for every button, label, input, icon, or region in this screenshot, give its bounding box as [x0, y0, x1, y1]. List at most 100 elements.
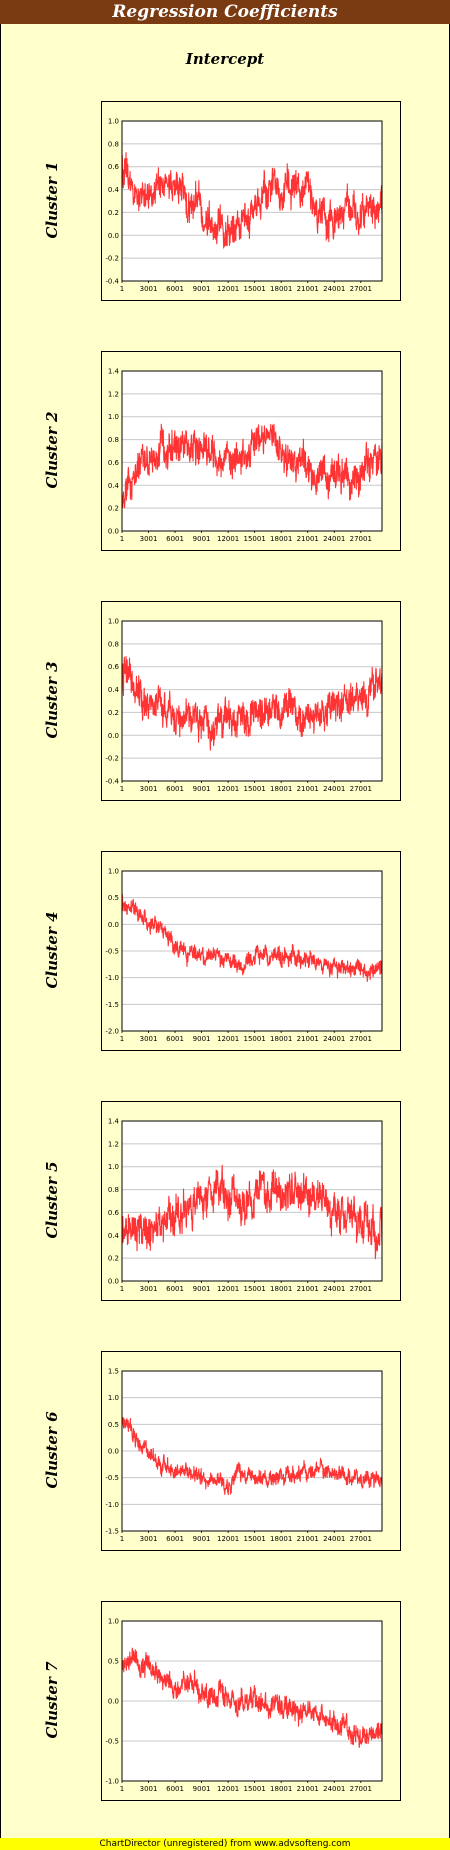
x-tick-label: 27001 — [350, 1285, 372, 1293]
chart-panel: -1.5 -1.0 -0.5 0.0 0.5 1.0 1.5 1 3001 6001 9001 120… — [101, 1351, 401, 1551]
x-tick-label: 12001 — [217, 1035, 239, 1043]
y-tick-label: 1.0 — [108, 618, 119, 626]
chart-subtitle: Intercept — [185, 50, 265, 68]
y-tick-label: 0.8 — [108, 1186, 119, 1194]
y-tick-label: 1.0 — [108, 1394, 119, 1402]
x-tick-label: 27001 — [350, 1535, 372, 1543]
series-line — [121, 1416, 383, 1496]
y-tick-label: 1.2 — [108, 390, 119, 398]
x-tick-label: 12001 — [217, 1285, 239, 1293]
y-tick-label: 1.5 — [108, 1368, 119, 1376]
y-tick-label: 0.6 — [108, 459, 120, 467]
y-tick-label: 1.2 — [108, 1140, 119, 1148]
page-title: Regression Coefficients — [0, 0, 450, 24]
y-tick-label: -0.5 — [105, 1474, 119, 1482]
x-tick-label: 6001 — [166, 535, 184, 543]
x-tick-label: 3001 — [140, 285, 158, 293]
x-tick-label: 18001 — [270, 1285, 292, 1293]
x-tick-label: 3001 — [140, 785, 158, 793]
x-tick-label: 15001 — [244, 285, 266, 293]
cluster-label-text: Cluster 6 — [43, 1411, 61, 1489]
chart-panel: 0.0 0.2 0.4 0.6 0.8 1.0 1.2 1.4 1 3001 6001 9001 120… — [101, 351, 401, 551]
x-tick-label: 21001 — [297, 1785, 319, 1793]
y-tick-label: -0.5 — [105, 948, 119, 956]
y-tick-label: 0.6 — [108, 163, 120, 171]
plot-border — [121, 370, 383, 532]
x-tick-label: 21001 — [297, 1035, 319, 1043]
x-tick-label: 9001 — [193, 1285, 211, 1293]
y-tick-label: 1.0 — [108, 1618, 119, 1626]
y-tick-label: 1.0 — [108, 868, 119, 876]
x-tick-label: 9001 — [193, 1035, 211, 1043]
x-tick-label: 24001 — [323, 1785, 345, 1793]
x-tick-label: 9001 — [193, 785, 211, 793]
y-tick-label: -0.4 — [105, 778, 119, 786]
cluster-label-text: Cluster 4 — [43, 911, 61, 989]
y-tick-label: 0.4 — [108, 482, 120, 490]
x-tick-label: 18001 — [270, 785, 292, 793]
y-tick-label: 0.8 — [108, 436, 119, 444]
x-tick-label: 9001 — [193, 285, 211, 293]
x-tick-label: 21001 — [297, 1535, 319, 1543]
y-tick-label: 0.4 — [108, 686, 120, 694]
y-tick-label: -2.0 — [105, 1028, 119, 1036]
y-tick-label: 0.0 — [108, 232, 119, 240]
y-tick-label: 0.4 — [108, 186, 120, 194]
x-tick-label: 27001 — [350, 785, 372, 793]
line-chart: 0.0 0.2 0.4 0.6 0.8 1.0 1.2 1.4 1 3001 6001 9001 120… — [108, 1118, 383, 1293]
series-line — [121, 423, 383, 509]
y-tick-label: -0.2 — [105, 255, 119, 263]
x-tick-label: 12001 — [217, 1785, 239, 1793]
y-tick-label: 0.0 — [108, 1448, 119, 1456]
x-tick-label: 12001 — [217, 285, 239, 293]
x-tick-label: 15001 — [244, 785, 266, 793]
x-tick-label: 24001 — [323, 285, 345, 293]
x-tick-label: 24001 — [323, 1535, 345, 1543]
x-tick-label: 15001 — [244, 535, 266, 543]
x-tick-label: 18001 — [270, 1035, 292, 1043]
plot-border — [121, 870, 383, 1032]
line-chart: -2.0 -1.5 -1.0 -0.5 0.0 0.5 1.0 1 3001 6001 9001 12… — [105, 868, 383, 1043]
y-tick-label: -1.0 — [105, 1501, 119, 1509]
y-tick-label: 1.0 — [108, 413, 119, 421]
y-tick-label: 0.0 — [108, 732, 119, 740]
plot-border — [121, 620, 383, 782]
x-tick-label: 21001 — [297, 1285, 319, 1293]
x-tick-label: 6001 — [166, 1535, 184, 1543]
x-tick-label: 12001 — [217, 535, 239, 543]
x-tick-label: 21001 — [297, 535, 319, 543]
x-tick-label: 6001 — [166, 1785, 184, 1793]
y-tick-label: -1.0 — [105, 974, 119, 982]
y-tick-label: 1.0 — [108, 1163, 119, 1171]
cluster-label-text: Cluster 5 — [43, 1161, 61, 1239]
x-tick-label: 24001 — [323, 785, 345, 793]
x-tick-label: 15001 — [244, 1285, 266, 1293]
series-line — [121, 1164, 383, 1260]
x-tick-label: 9001 — [193, 535, 211, 543]
x-tick-label: 1 — [120, 1035, 124, 1043]
chart-panel: -2.0 -1.5 -1.0 -0.5 0.0 0.5 1.0 1 3001 6001 9001 12… — [101, 851, 401, 1051]
plot-area — [122, 371, 382, 531]
x-tick-label: 1 — [120, 1285, 124, 1293]
y-tick-label: 1.0 — [108, 118, 119, 126]
x-tick-label: 24001 — [323, 535, 345, 543]
y-tick-label: 0.6 — [108, 663, 120, 671]
cluster-label-text: Cluster 1 — [43, 161, 61, 239]
x-tick-label: 24001 — [323, 1285, 345, 1293]
y-tick-label: 0.2 — [108, 709, 119, 717]
chart-panel: -0.4 -0.2 0.0 0.2 0.4 0.6 0.8 1.0 1 3001 6001 9001 1… — [101, 101, 401, 301]
cluster-label-text: Cluster 7 — [43, 1661, 61, 1739]
y-tick-label: 0.4 — [108, 1232, 120, 1240]
x-tick-label: 15001 — [244, 1535, 266, 1543]
x-tick-label: 9001 — [193, 1785, 211, 1793]
x-tick-label: 15001 — [244, 1035, 266, 1043]
line-chart: -1.0 -0.5 0.0 0.5 1.0 1 3001 6001 9001 12001 15001… — [105, 1618, 383, 1793]
x-tick-label: 6001 — [166, 285, 184, 293]
x-tick-label: 3001 — [140, 1285, 158, 1293]
x-tick-label: 9001 — [193, 1535, 211, 1543]
plot-border — [121, 1120, 383, 1282]
y-tick-label: -1.5 — [105, 1528, 119, 1536]
x-tick-label: 6001 — [166, 785, 184, 793]
plot-border — [121, 1370, 383, 1532]
x-tick-label: 3001 — [140, 535, 158, 543]
